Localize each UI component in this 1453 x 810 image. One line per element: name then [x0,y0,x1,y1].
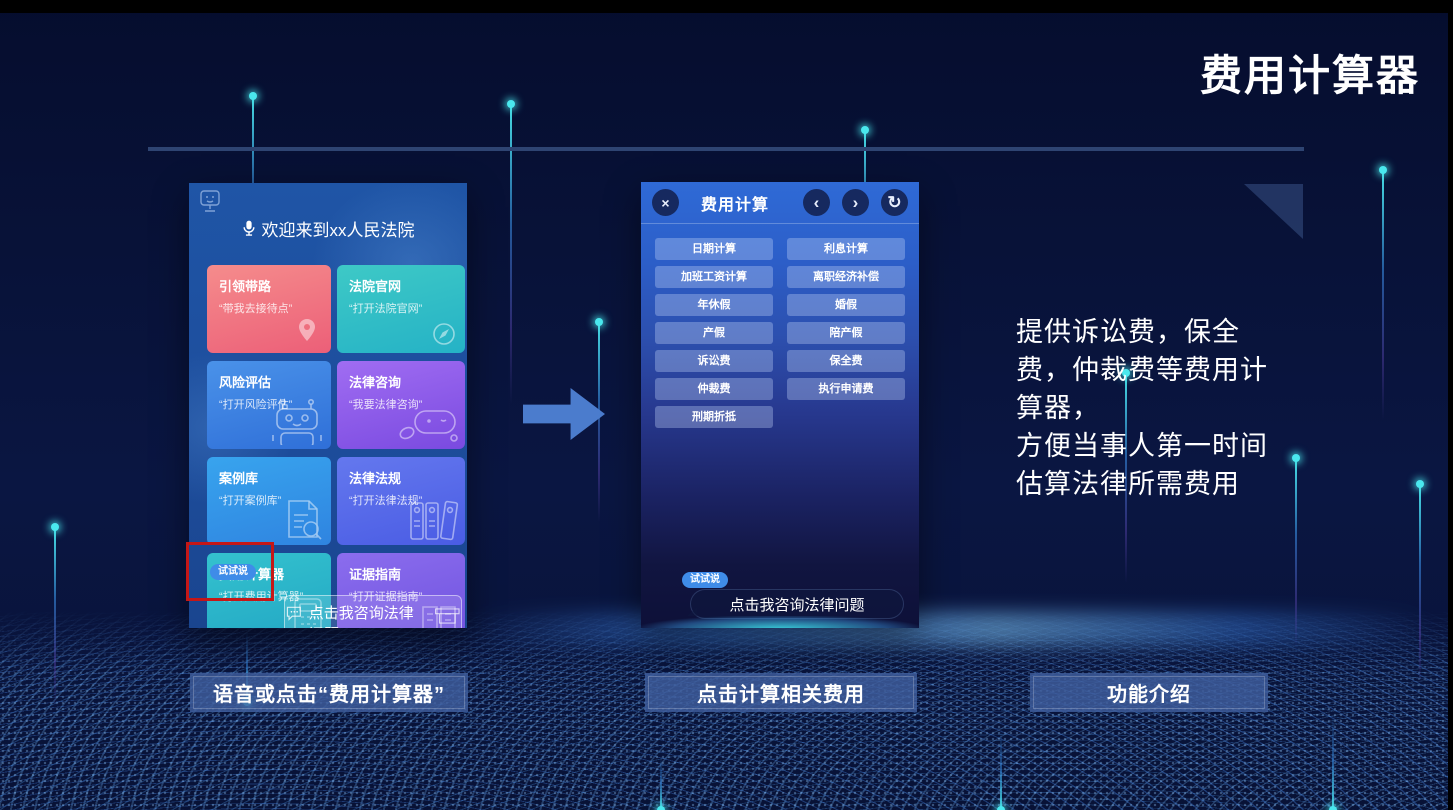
try-say-badge: 试试说 [682,572,728,588]
light-streak [1329,714,1337,810]
tile-risk-assessment[interactable]: 风险评估 “打开风险评估” [207,361,331,449]
calc-button-marriage-leave[interactable]: 婚假 [787,294,905,316]
letterbox-top [0,0,1453,13]
calc-button-severance[interactable]: 离职经济补偿 [787,266,905,288]
calc-button-enforcement-fee[interactable]: 执行申请费 [787,378,905,400]
letterbox-right [1448,0,1453,810]
map-pin-icon [299,319,315,341]
welcome-header-label: 欢迎来到xx人民法院 [261,221,415,240]
light-streak [1416,480,1424,684]
tile-legal-consult[interactable]: 法律咨询 “我要法律咨询” [337,361,465,449]
glow-band [470,612,1430,646]
calc-button-sentence-offset[interactable]: 刑期折抵 [655,406,773,428]
compass-icon [433,323,455,345]
light-streak [51,523,59,707]
light-streak [997,730,1005,810]
light-streak [1379,166,1387,420]
fee-calc-title: 费用计算 [700,196,769,214]
try-say-badge: 试试说 [210,564,256,580]
calc-button-interest[interactable]: 利息计算 [787,238,905,260]
microphone-icon [242,220,255,236]
feature-description: 提供诉讼费，保全费，仲裁费等费用计算器， 方便当事人第一时间估算法律所需费用 [1016,313,1280,503]
consult-button-label: 点击我咨询法律问题 [308,605,414,628]
welcome-header: 欢迎来到xx人民法院 [189,216,467,241]
fee-calc-header: × 费用计算 ‹ › ↻ [641,182,919,224]
feature-description-line2: 方便当事人第一时间估算法律所需费用 [1016,431,1268,499]
robot-kiosk-icon [200,190,220,212]
consult-button-label: 点击我咨询法律问题 [729,596,865,614]
tile-evidence-guide[interactable]: 证据指南 “打开证据指南” [337,553,465,628]
calc-button-maternity-leave[interactable]: 产假 [655,322,773,344]
calc-button-arbitration-fee[interactable]: 仲裁费 [655,378,773,400]
consult-button[interactable]: 点击我咨询法律问题 [284,595,462,628]
speech-bubble-icon [286,606,301,621]
calc-button-date[interactable]: 日期计算 [655,238,773,260]
back-button[interactable]: ‹ [803,189,830,216]
calc-button-litigation-fee[interactable]: 诉讼费 [655,350,773,372]
light-streak [1122,369,1130,583]
caption-step2: 点击计算相关费用 [645,673,917,712]
light-streak [657,757,665,810]
feature-description-line1: 提供诉讼费，保全费，仲裁费等费用计算器， [1016,317,1268,423]
light-streak [595,318,603,522]
consult-button[interactable]: 点击我咨询法律问题 [687,589,904,619]
light-streak [1292,454,1300,648]
chatbot-icon [399,410,458,442]
forward-button[interactable]: › [842,189,869,216]
kiosk-home-screen: 欢迎来到xx人民法院 引领带路 “带我去接待点” 法院官网 “打开法院官网” 风… [189,183,467,628]
step-arrow-icon [523,388,605,440]
tile-case-library[interactable]: 案例库 “打开案例库” [207,457,331,545]
calc-button-overtime-pay[interactable]: 加班工资计算 [655,266,773,288]
tile-guide-route[interactable]: 引领带路 “带我去接待点” [207,265,331,353]
close-button[interactable]: × [652,189,679,216]
robot-icon [272,398,322,445]
calc-button-grid: 日期计算 利息计算 加班工资计算 离职经济补偿 年休假 婚假 产假 陪产假 诉讼… [655,238,905,428]
podium-icon [435,608,460,624]
calc-button-annual-leave[interactable]: 年休假 [655,294,773,316]
highlight-box [186,542,274,601]
calc-button-preservation-fee[interactable]: 保全费 [787,350,905,372]
corner-triangle-decoration [1244,184,1303,239]
page-title: 费用计算器 [1199,52,1420,99]
fee-calc-screen: × 费用计算 ‹ › ↻ 日期计算 利息计算 加班工资计算 离职经济补偿 年休假… [641,182,919,628]
bottom-glow [641,616,919,628]
binders-icon [410,500,459,541]
tile-court-website[interactable]: 法院官网 “打开法院官网” [337,265,465,353]
caption-step1: 语音或点击“费用计算器” [190,673,468,712]
tile-laws-regulations[interactable]: 法律法规 “打开法律法规” [337,457,465,545]
calc-button-paternity-leave[interactable]: 陪产假 [787,322,905,344]
light-streak [507,100,515,404]
divider-line [148,147,1304,151]
case-search-icon [288,500,322,540]
caption-step3: 功能介绍 [1030,673,1268,712]
guide-book-icon [422,606,456,628]
refresh-button[interactable]: ↻ [881,189,908,216]
